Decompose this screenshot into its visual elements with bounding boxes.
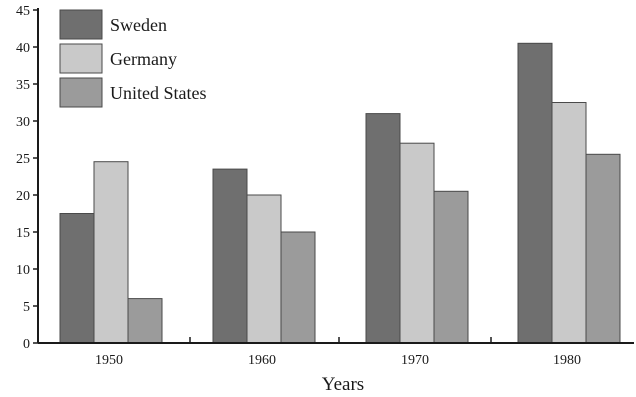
bar-united-states-1980 <box>585 153 621 344</box>
y-tick-label: 15 <box>16 226 30 241</box>
legend-label: Germany <box>110 49 177 69</box>
y-tick-label: 5 <box>23 300 30 315</box>
x-tick-label: 1980 <box>553 353 581 368</box>
legend-swatch-germany <box>59 43 103 74</box>
y-tick-label: 0 <box>23 337 30 352</box>
y-tick-label: 10 <box>16 263 30 278</box>
legend: Sweden Germany United States <box>59 9 207 108</box>
bar-sweden-1950 <box>59 213 95 344</box>
bar-sweden-1970 <box>365 113 401 344</box>
bar-sweden-1980 <box>517 42 553 344</box>
bar-germany-1970 <box>399 142 435 344</box>
legend-swatch-sweden <box>59 9 103 40</box>
bar-united-states-1970 <box>433 190 469 344</box>
y-tick-label: 20 <box>16 189 30 204</box>
x-ticks-group: 1950 1960 1970 1980 <box>95 337 581 368</box>
legend-swatch-united-states <box>59 77 103 108</box>
y-tick-label: 25 <box>16 152 30 167</box>
bar-germany-1980 <box>551 102 587 344</box>
bar-united-states-1950 <box>127 298 163 344</box>
x-tick-label: 1970 <box>401 353 429 368</box>
bars-group <box>59 42 621 344</box>
y-ticks-group: 0 5 10 15 20 25 30 35 40 45 <box>16 4 38 352</box>
axes-group <box>37 8 634 344</box>
bar-united-states-1960 <box>280 231 316 344</box>
legend-label: Sweden <box>110 15 167 35</box>
y-tick-label: 40 <box>16 41 30 56</box>
x-tick-label: 1960 <box>248 353 276 368</box>
y-tick-label: 35 <box>16 78 30 93</box>
bar-germany-1960 <box>246 194 282 344</box>
x-tick-label: 1950 <box>95 353 123 368</box>
legend-label: United States <box>110 83 207 103</box>
y-tick-label: 45 <box>16 4 30 19</box>
y-tick-label: 30 <box>16 115 30 130</box>
bar-sweden-1960 <box>212 168 248 344</box>
x-axis-title: Years <box>322 374 364 395</box>
bar-germany-1950 <box>93 161 129 344</box>
